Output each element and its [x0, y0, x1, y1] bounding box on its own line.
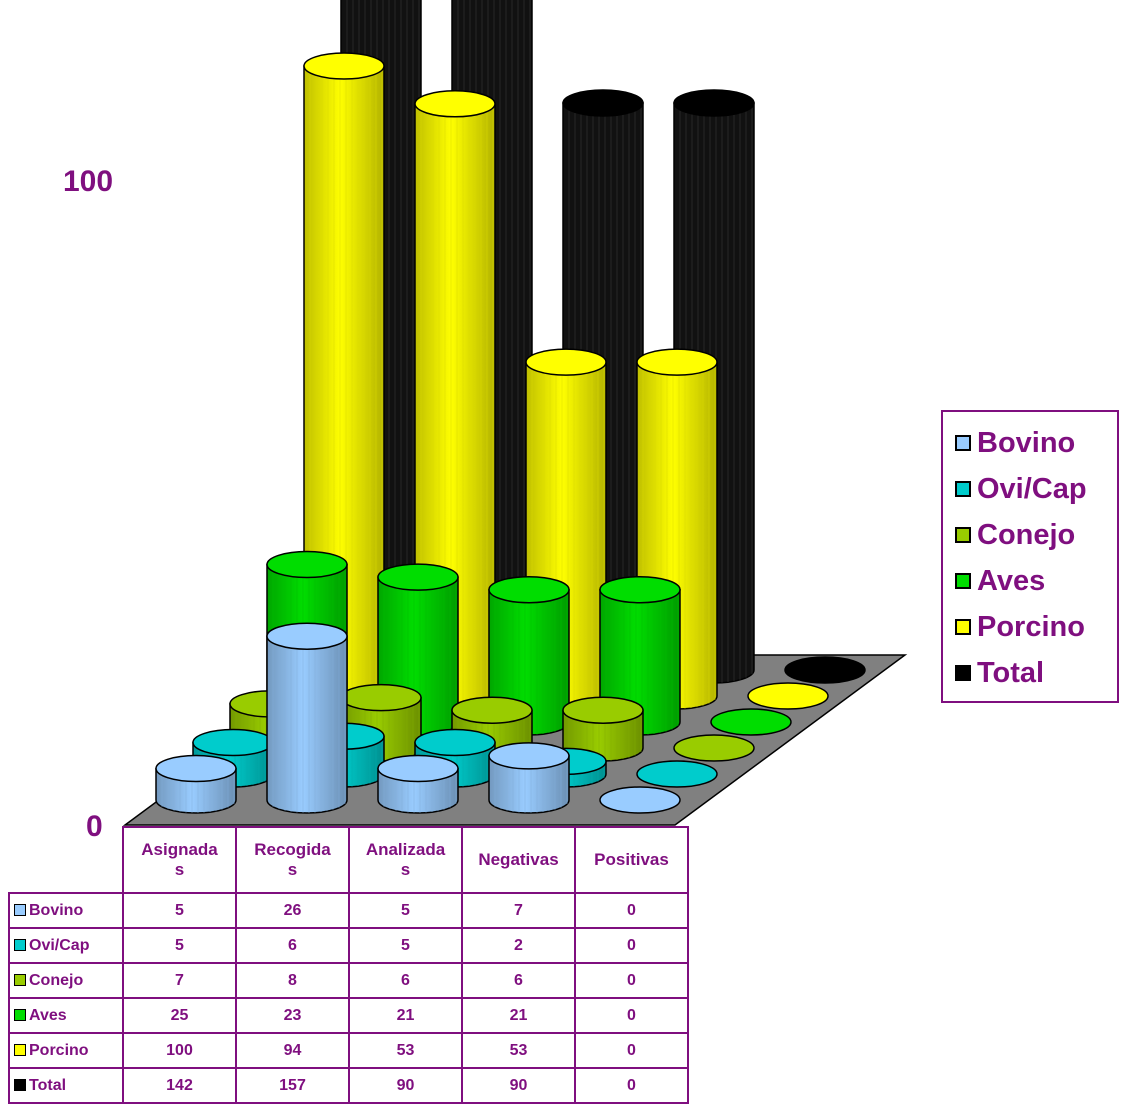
bar-total-positivas: [784, 656, 866, 684]
legend-item-bovino: Bovino: [955, 420, 1117, 466]
table-row: Aves 25 23 21 21 0: [8, 997, 689, 1034]
bar-porcino-positivas: [747, 682, 829, 710]
table-swatch-total: [14, 1078, 26, 1091]
legend-item-aves: Aves: [955, 558, 1117, 604]
table-cell: 90: [461, 1067, 576, 1104]
table-cell: 90: [348, 1067, 463, 1104]
table-row-header-total: Total: [8, 1067, 124, 1104]
table-row-header-aves: Aves: [8, 997, 124, 1034]
legend-item-conejo: Conejo: [955, 512, 1117, 558]
legend-swatch-bovino: [955, 435, 971, 451]
table-row: Total 142 157 90 90 0: [8, 1067, 689, 1104]
bar-conejo-positivas: [673, 734, 755, 762]
legend-swatch-porcino: [955, 619, 971, 635]
table-cell: 26: [235, 892, 350, 929]
legend-label-bovino: Bovino: [977, 426, 1076, 459]
legend-label-conejo: Conejo: [977, 518, 1076, 551]
y-tick-label-0: 0: [86, 810, 103, 843]
table-col-header: Analizada s: [348, 826, 463, 894]
legend-label-total: Total: [977, 656, 1045, 689]
table-row-header-bovino: Bovino: [8, 892, 124, 929]
table-cell: 6: [461, 962, 576, 999]
table-swatch-conejo: [14, 973, 26, 986]
table-cell: 6: [235, 927, 350, 964]
y-tick-label-100: 100: [63, 165, 114, 198]
table-cell: 5: [348, 927, 463, 964]
table-swatch-bovino: [14, 903, 26, 916]
table-cell: 5: [122, 927, 237, 964]
table-col-header: Positivas: [574, 826, 689, 894]
bar-bovino-recogidas: [266, 622, 348, 814]
legend-item-porcino: Porcino: [955, 604, 1117, 650]
legend-label-aves: Aves: [977, 564, 1046, 597]
legend-swatch-conejo: [955, 527, 971, 543]
bar-bovino-asignadas: [155, 754, 237, 814]
table-cell: 0: [574, 1032, 689, 1069]
table-cell: 0: [574, 892, 689, 929]
table-cell: 6: [348, 962, 463, 999]
table-row-header-porcino: Porcino: [8, 1032, 124, 1069]
table-cell: 53: [461, 1032, 576, 1069]
legend: Bovino Ovi/Cap Conejo Aves Porcino Total: [941, 410, 1119, 703]
table-cell: 25: [122, 997, 237, 1034]
table-row: Porcino 100 94 53 53 0: [8, 1032, 689, 1069]
bar-bovino-negativas: [488, 742, 570, 814]
bar-bovino-positivas: [599, 786, 681, 814]
table-cell: 0: [574, 962, 689, 999]
table-row: Conejo 7 8 6 6 0: [8, 962, 689, 999]
bar-aves-positivas: [710, 708, 792, 736]
table-cell: 142: [122, 1067, 237, 1104]
table-cell: 5: [348, 892, 463, 929]
legend-item-total: Total: [955, 650, 1117, 696]
table-row-header-ovi-cap: Ovi/Cap: [8, 927, 124, 964]
table-cell: 21: [348, 997, 463, 1034]
legend-swatch-total: [955, 665, 971, 681]
data-table: Asignada s Recogida s Analizada s Negativas Pos…: [8, 826, 689, 1104]
table-swatch-aves: [14, 1008, 26, 1021]
bar-bovino-analizadas: [377, 754, 459, 814]
table-swatch-porcino: [14, 1043, 26, 1056]
table-row: Bovino 5 26 5 7 0: [8, 892, 689, 929]
table-cell: 21: [461, 997, 576, 1034]
bar-ovi-cap-positivas: [636, 760, 718, 788]
legend-label-ovi-cap: Ovi/Cap: [977, 472, 1087, 505]
legend-label-porcino: Porcino: [977, 610, 1085, 643]
bars-group: [155, 0, 866, 814]
legend-item-ovi-cap: Ovi/Cap: [955, 466, 1117, 512]
table-cell: 7: [122, 962, 237, 999]
table-cell: 100: [122, 1032, 237, 1069]
table-cell: 94: [235, 1032, 350, 1069]
table-cell: 0: [574, 997, 689, 1034]
legend-swatch-ovi-cap: [955, 481, 971, 497]
table-col-header: Asignada s: [122, 826, 237, 894]
table-cell: 0: [574, 927, 689, 964]
table-swatch-ovi-cap: [14, 938, 26, 951]
table-cell: 5: [122, 892, 237, 929]
table-cell: 2: [461, 927, 576, 964]
table-col-header: Recogida s: [235, 826, 350, 894]
table-corner: [9, 827, 123, 893]
table-cell: 157: [235, 1067, 350, 1104]
table-row-header-conejo: Conejo: [8, 962, 124, 999]
table-cell: 23: [235, 997, 350, 1034]
table-cell: 0: [574, 1067, 689, 1104]
table-cell: 8: [235, 962, 350, 999]
legend-swatch-aves: [955, 573, 971, 589]
table-col-header: Negativas: [461, 826, 576, 894]
table-row: Ovi/Cap 5 6 5 2 0: [8, 927, 689, 964]
table-cell: 53: [348, 1032, 463, 1069]
table-cell: 7: [461, 892, 576, 929]
